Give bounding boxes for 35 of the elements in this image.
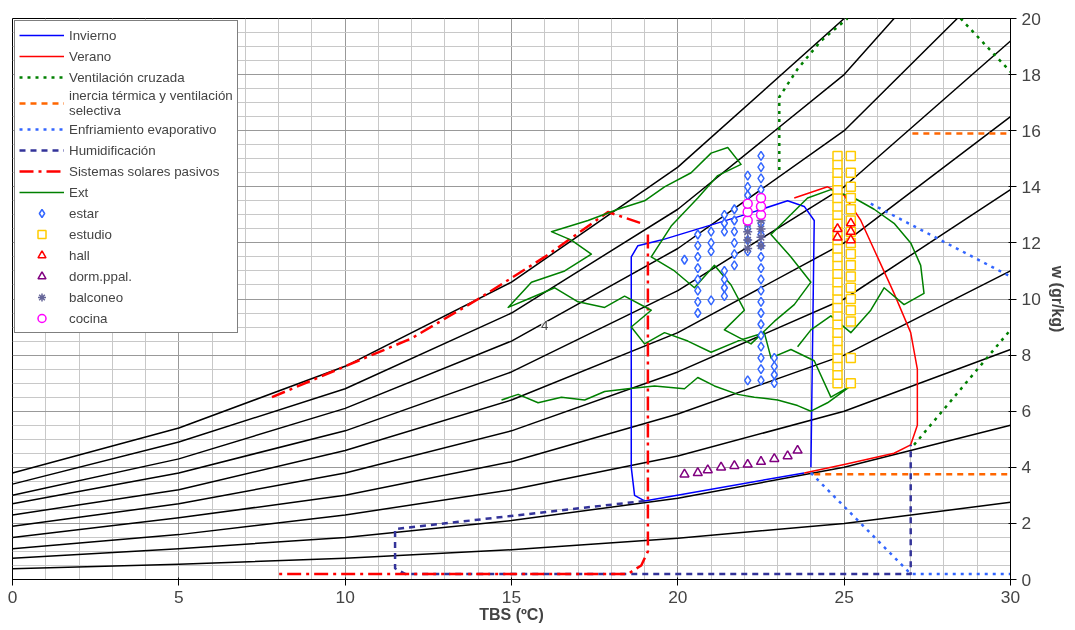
x-tick-label: 15	[501, 586, 522, 607]
y-tick-label: 18	[1021, 64, 1041, 85]
y-tick-label: 20	[1021, 8, 1041, 29]
legend-label: Invierno	[69, 26, 117, 45]
legend-label: hall	[69, 246, 90, 265]
x-tick-label: 30	[1000, 586, 1021, 607]
y-tick-label: 4	[1021, 457, 1032, 478]
y-tick-label: 14	[1021, 176, 1042, 197]
x-axis-title: TBS (ºC)	[479, 605, 544, 623]
legend-label: Ventilación cruzada	[69, 68, 185, 87]
legend-label: Ext	[69, 183, 89, 202]
legend-label: inercia térmica y ventilación selectiva	[69, 88, 233, 118]
y-tick-label: 2	[1021, 513, 1032, 534]
legend-label: Sistemas solares pasivos	[69, 162, 220, 181]
legend-label: estar	[69, 204, 99, 223]
y-tick-label: 6	[1021, 401, 1032, 422]
legend-label: Humidificación	[69, 141, 156, 160]
legend-label: Verano	[69, 47, 112, 66]
y-tick-label: 0	[1021, 569, 1032, 590]
y-tick-label: 8	[1021, 345, 1032, 366]
y-tick-label: 16	[1021, 120, 1041, 141]
y-axis-title: w (gr/kg)	[1048, 264, 1066, 333]
x-tick-label: 5	[174, 586, 184, 607]
y-tick-label: 10	[1021, 289, 1041, 309]
annotation: 4	[541, 318, 550, 334]
x-tick-label: 20	[668, 586, 688, 607]
legend-label: balconeo	[69, 288, 124, 307]
legend-label: estudio	[69, 225, 112, 244]
x-tick-label: 0	[7, 586, 18, 607]
y-tick-label: 12	[1021, 232, 1041, 253]
x-tick-label: 25	[834, 586, 854, 607]
legend-label: dorm.ppal.	[69, 267, 132, 286]
legend-label: cocina	[69, 309, 108, 328]
legend-label: Enfriamiento evaporativo	[69, 120, 217, 139]
x-tick-label: 10	[335, 586, 355, 607]
